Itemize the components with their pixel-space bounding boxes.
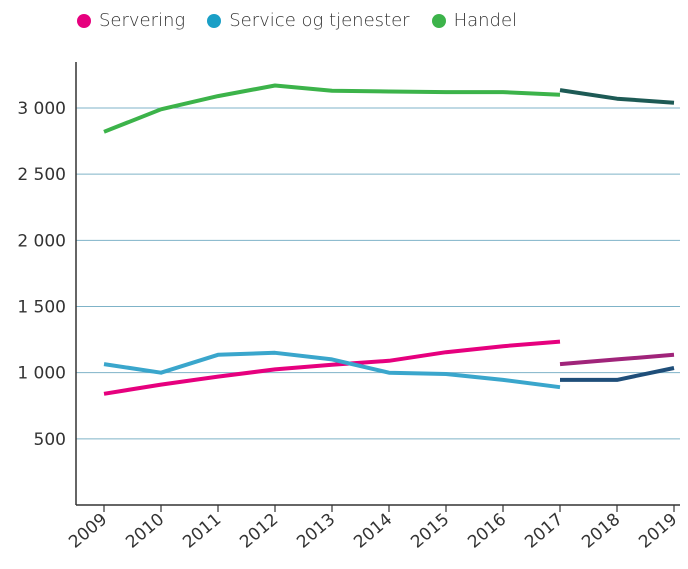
legend: Servering Service og tjenester Handel [77,10,517,31]
legend-label-service: Service og tjenester [229,10,410,31]
legend-swatch-service [207,13,222,28]
y-tick-label: 3 000 [17,99,66,119]
legend-swatch-servering [77,13,91,28]
series-line-handel [103,83,561,134]
series-lines [103,83,675,396]
series-line-service-og-tjenester [103,350,561,390]
y-tick-label: 1 000 [17,364,66,384]
legend-item-servering: Servering [77,10,185,31]
legend-label-handel: Handel [453,10,518,31]
gridlines [76,107,680,440]
legend-label-servering: Servering [99,10,186,31]
x-tick-label: 2019 [635,510,681,553]
x-tick-label: 2016 [464,510,510,553]
x-tick-label: 2010 [122,510,168,553]
legend-swatch-handel [431,13,446,28]
series-line-segment-4 [560,366,675,382]
y-tick-label: 1 500 [17,298,66,318]
x-tick-labels: 2009 2010 2011 2012 2013 2014 2015 2016 2017 2018… [65,510,681,553]
x-tick-label: 2012 [236,510,282,553]
y-tick-label: 500 [34,430,66,450]
y-tick-label: 2 500 [17,165,66,185]
x-tick-label: 2011 [179,510,225,553]
y-tick-labels: 500 1 000 1 500 2 000 2 500 3 000 [17,99,66,450]
x-tick-label: 2009 [65,510,111,553]
legend-item-handel: Handel [431,10,518,31]
series-line-servering [103,339,561,396]
x-tick-label: 2017 [521,510,567,553]
y-tick-label: 2 000 [17,231,66,251]
series-line-segment-5 [559,88,675,105]
x-tick-label: 2015 [407,510,453,553]
x-tick-label: 2013 [293,510,339,553]
legend-item-service: Service og tjenester [207,10,410,31]
x-tick-label: 2014 [350,510,396,553]
axes [75,62,680,512]
series-line-segment-3 [559,352,675,367]
x-tick-label: 2018 [578,510,624,553]
